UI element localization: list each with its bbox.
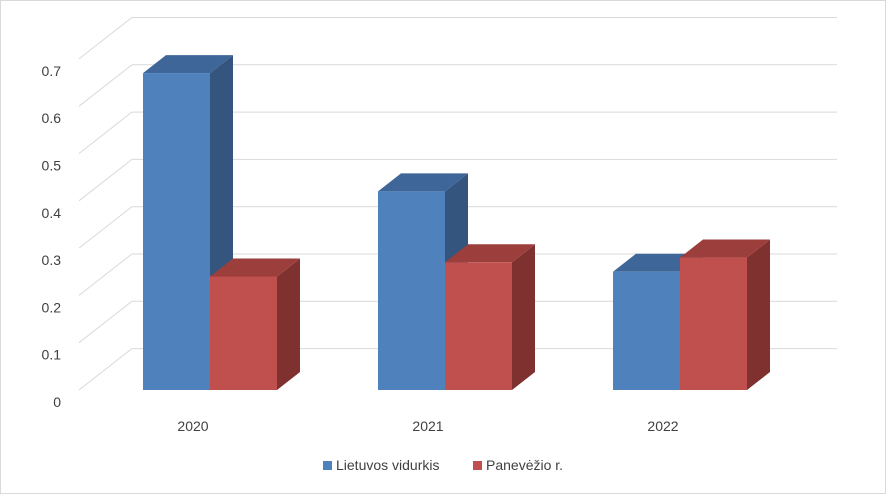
bar-front [445, 262, 512, 390]
x-category-label: 2022 [647, 418, 678, 434]
gridline-diagonal [78, 253, 133, 296]
bar-front [613, 271, 680, 390]
bar-front [143, 73, 210, 390]
y-tick-label: 0.7 [42, 63, 62, 79]
y-axis-ticks: 0 0.1 0.2 0.3 0.4 0.5 0.6 0.7 [42, 63, 62, 410]
bar-top [378, 173, 468, 192]
y-tick-label: 0.2 [42, 299, 62, 315]
bar [210, 258, 300, 390]
gridline-diagonal [78, 300, 133, 344]
legend-label: Panevėžio r. [486, 457, 563, 473]
bars [143, 55, 770, 391]
x-axis-categories: 2020 2021 2022 [177, 418, 678, 434]
x-category-label: 2021 [412, 418, 443, 434]
x-category-label: 2020 [177, 418, 208, 434]
gridline-diagonal [78, 348, 133, 391]
gridline-diagonal [78, 17, 133, 60]
gridline-diagonal [78, 159, 133, 202]
bar-front [680, 257, 747, 390]
bar-top [210, 258, 300, 277]
gridline-diagonal [78, 64, 133, 107]
bar-front [378, 191, 445, 390]
y-tick-label: 0.3 [42, 252, 62, 268]
legend-swatch [323, 461, 332, 470]
legend: Lietuvos vidurkis Panevėžio r. [323, 457, 563, 473]
y-tick-label: 0.5 [42, 158, 62, 174]
bar-top [680, 239, 770, 258]
bar [680, 239, 770, 390]
y-tick-label: 0.1 [42, 347, 62, 363]
gridline-diagonal [78, 111, 133, 154]
legend-label: Lietuvos vidurkis [336, 457, 440, 473]
bar-top [143, 55, 233, 74]
bar-side [277, 258, 300, 390]
bar-side [747, 239, 770, 390]
gridline-diagonal [78, 206, 133, 249]
bar-top [445, 244, 535, 263]
legend-swatch [473, 461, 482, 470]
y-tick-label: 0.6 [42, 110, 62, 126]
bar-front [210, 276, 277, 390]
bar [445, 244, 535, 390]
y-tick-label: 0.4 [42, 205, 62, 221]
bar-side [512, 244, 535, 390]
y-tick-label: 0 [53, 394, 61, 410]
